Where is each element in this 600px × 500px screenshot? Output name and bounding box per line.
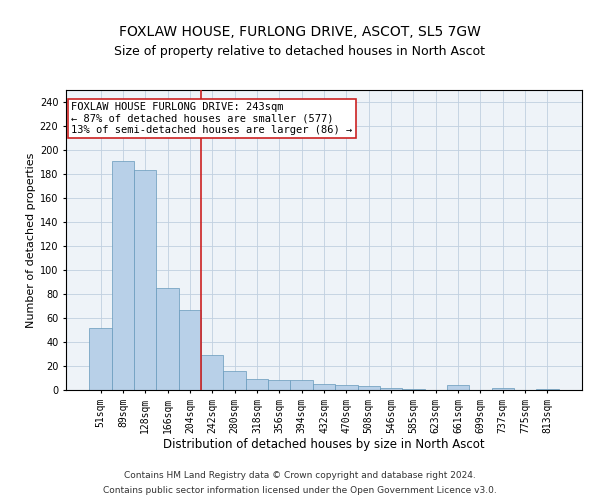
Text: FOXLAW HOUSE FURLONG DRIVE: 243sqm
← 87% of detached houses are smaller (577)
13: FOXLAW HOUSE FURLONG DRIVE: 243sqm ← 87%… — [71, 102, 352, 135]
Bar — [536, 389, 559, 390]
X-axis label: Distribution of detached houses by size in North Ascot: Distribution of detached houses by size … — [163, 438, 485, 452]
Y-axis label: Number of detached properties: Number of detached properties — [26, 152, 35, 328]
Bar — [380, 388, 402, 390]
Bar — [179, 310, 201, 390]
Bar — [201, 355, 223, 390]
Bar — [447, 385, 469, 390]
Bar — [290, 380, 313, 390]
Text: Contains public sector information licensed under the Open Government Licence v3: Contains public sector information licen… — [103, 486, 497, 495]
Text: FOXLAW HOUSE, FURLONG DRIVE, ASCOT, SL5 7GW: FOXLAW HOUSE, FURLONG DRIVE, ASCOT, SL5 … — [119, 25, 481, 39]
Bar — [223, 371, 246, 390]
Bar — [246, 379, 268, 390]
Bar — [134, 170, 157, 390]
Bar — [358, 386, 380, 390]
Bar — [89, 328, 112, 390]
Bar — [491, 388, 514, 390]
Bar — [157, 288, 179, 390]
Bar — [112, 161, 134, 390]
Bar — [313, 384, 335, 390]
Bar — [335, 385, 358, 390]
Bar — [402, 389, 425, 390]
Text: Contains HM Land Registry data © Crown copyright and database right 2024.: Contains HM Land Registry data © Crown c… — [124, 471, 476, 480]
Text: Size of property relative to detached houses in North Ascot: Size of property relative to detached ho… — [115, 45, 485, 58]
Bar — [268, 380, 290, 390]
